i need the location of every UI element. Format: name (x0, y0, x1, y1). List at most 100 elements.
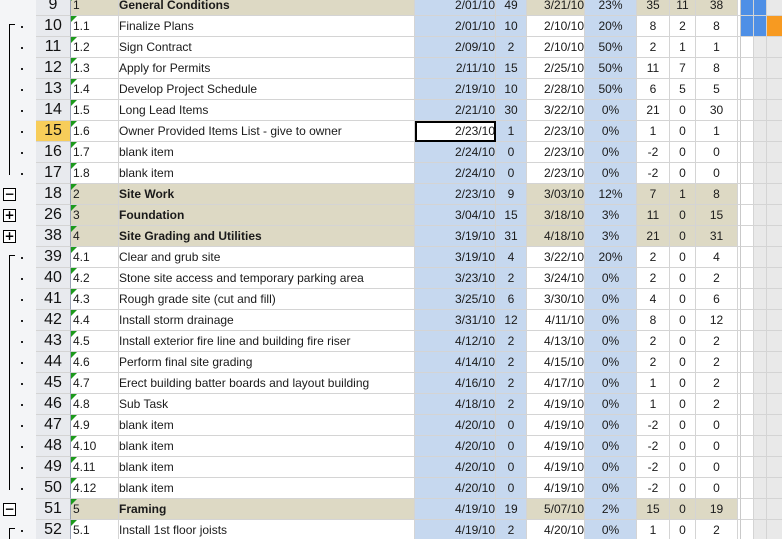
table-row[interactable]: 47 4.9 blank item 4/20/10 0 4/19/10 0% -2 0 0 (36, 415, 782, 436)
row-header[interactable]: 47 (36, 415, 71, 436)
table-row[interactable]: 51 5 Framing 4/19/10 19 5/07/10 2% 15 0 19 (36, 499, 782, 520)
finish-date-cell[interactable]: 2/23/10 (527, 121, 585, 142)
duration-cell[interactable]: 10 (496, 16, 527, 37)
duration-cell[interactable]: 2 (496, 352, 527, 373)
percent-complete-cell[interactable]: 3% (585, 226, 637, 247)
days-total-cell[interactable]: 1 (696, 37, 738, 58)
days-done-cell[interactable]: 0 (670, 310, 696, 331)
gantt-bar[interactable] (754, 16, 767, 37)
duration-cell[interactable]: 4 (496, 247, 527, 268)
task-name-cell[interactable]: Install 1st floor joists (119, 520, 415, 539)
duration-cell[interactable]: 0 (496, 457, 527, 478)
gantt-day-cell[interactable] (767, 226, 782, 247)
gantt-day-cell[interactable] (767, 289, 782, 310)
row-header[interactable]: 39 (36, 247, 71, 268)
gantt-day-cell[interactable] (741, 415, 754, 436)
gantt-day-cell[interactable] (754, 58, 767, 79)
table-row[interactable]: 48 4.10 blank item 4/20/10 0 4/19/10 0% -2 0 0 (36, 436, 782, 457)
row-header[interactable]: 38 (36, 226, 71, 247)
start-date-cell[interactable]: 2/01/10 (415, 0, 496, 16)
start-date-cell[interactable]: 4/12/10 (415, 331, 496, 352)
work-days-cell[interactable]: 2 (637, 331, 670, 352)
percent-complete-cell[interactable]: 0% (585, 415, 637, 436)
gantt-day-cell[interactable] (754, 415, 767, 436)
work-days-cell[interactable]: 1 (637, 121, 670, 142)
row-header[interactable]: 12 (36, 58, 71, 79)
gantt-day-cell[interactable] (754, 331, 767, 352)
duration-cell[interactable]: 0 (496, 142, 527, 163)
task-id-cell[interactable]: 1.7 (71, 142, 119, 163)
percent-complete-cell[interactable]: 0% (585, 478, 637, 499)
task-id-cell[interactable]: 4.9 (71, 415, 119, 436)
days-done-cell[interactable]: 1 (670, 184, 696, 205)
finish-date-cell[interactable]: 4/18/10 (527, 226, 585, 247)
gantt-day-cell[interactable] (741, 457, 754, 478)
finish-date-cell[interactable]: 3/30/10 (527, 289, 585, 310)
gantt-day-cell[interactable] (767, 205, 782, 226)
gantt-day-cell[interactable] (754, 394, 767, 415)
work-days-cell[interactable]: 2 (637, 268, 670, 289)
row-header[interactable]: 48 (36, 436, 71, 457)
duration-cell[interactable]: 12 (496, 310, 527, 331)
percent-complete-cell[interactable]: 3% (585, 205, 637, 226)
row-header[interactable]: 49 (36, 457, 71, 478)
gantt-day-cell[interactable] (754, 37, 767, 58)
table-row[interactable]: 13 1.4 Develop Project Schedule 2/19/10 10 2/… (36, 79, 782, 100)
gantt-day-cell[interactable] (741, 142, 754, 163)
gantt-day-cell[interactable] (754, 478, 767, 499)
gantt-day-cell[interactable] (767, 0, 782, 16)
duration-cell[interactable]: 2 (496, 373, 527, 394)
gantt-day-cell[interactable] (754, 373, 767, 394)
gantt-day-cell[interactable] (741, 163, 754, 184)
gantt-day-cell[interactable] (767, 352, 782, 373)
duration-cell[interactable]: 19 (496, 499, 527, 520)
task-name-cell[interactable]: General Conditions (119, 0, 415, 16)
gantt-day-cell[interactable] (754, 205, 767, 226)
days-done-cell[interactable]: 7 (670, 58, 696, 79)
finish-date-cell[interactable]: 4/13/10 (527, 331, 585, 352)
days-done-cell[interactable]: 2 (670, 16, 696, 37)
row-header[interactable]: 17 (36, 163, 71, 184)
gantt-day-cell[interactable] (767, 37, 782, 58)
row-header[interactable]: 42 (36, 310, 71, 331)
days-done-cell[interactable]: 0 (670, 247, 696, 268)
gantt-day-cell[interactable] (741, 268, 754, 289)
start-date-cell[interactable]: 4/20/10 (415, 478, 496, 499)
table-row[interactable]: 17 1.8 blank item 2/24/10 0 2/23/10 0% -2 0 0 (36, 163, 782, 184)
gantt-day-cell[interactable] (741, 121, 754, 142)
days-total-cell[interactable]: 2 (696, 520, 738, 539)
days-total-cell[interactable]: 0 (696, 415, 738, 436)
duration-cell[interactable]: 10 (496, 79, 527, 100)
row-header[interactable]: 10 (36, 16, 71, 37)
gantt-day-cell[interactable] (767, 268, 782, 289)
gantt-day-cell[interactable] (741, 226, 754, 247)
start-date-cell[interactable]: 4/14/10 (415, 352, 496, 373)
duration-cell[interactable]: 2 (496, 394, 527, 415)
table-row[interactable]: 16 1.7 blank item 2/24/10 0 2/23/10 0% -2 0 0 (36, 142, 782, 163)
task-id-cell[interactable]: 4.6 (71, 352, 119, 373)
gantt-day-cell[interactable] (767, 415, 782, 436)
days-done-cell[interactable]: 5 (670, 79, 696, 100)
work-days-cell[interactable]: 1 (637, 373, 670, 394)
table-row[interactable]: 42 4.4 Install storm drainage 3/31/10 12 4/11… (36, 310, 782, 331)
expand-group-button[interactable]: + (3, 208, 16, 222)
finish-date-cell[interactable]: 2/23/10 (527, 163, 585, 184)
gantt-day-cell[interactable] (741, 184, 754, 205)
days-done-cell[interactable]: 0 (670, 226, 696, 247)
gantt-day-cell[interactable] (741, 394, 754, 415)
work-days-cell[interactable]: 15 (637, 499, 670, 520)
percent-complete-cell[interactable]: 50% (585, 58, 637, 79)
percent-complete-cell[interactable]: 50% (585, 37, 637, 58)
finish-date-cell[interactable]: 2/10/10 (527, 16, 585, 37)
task-name-cell[interactable]: Owner Provided Items List - give to owne… (119, 121, 415, 142)
gantt-day-cell[interactable] (741, 100, 754, 121)
finish-date-cell[interactable]: 4/11/10 (527, 310, 585, 331)
gantt-day-cell[interactable] (767, 310, 782, 331)
gantt-day-cell[interactable] (767, 373, 782, 394)
duration-cell[interactable]: 0 (496, 415, 527, 436)
percent-complete-cell[interactable]: 12% (585, 184, 637, 205)
days-total-cell[interactable]: 31 (696, 226, 738, 247)
row-header[interactable]: 9 (36, 0, 71, 16)
row-header[interactable]: 13 (36, 79, 71, 100)
start-date-cell[interactable]: 4/18/10 (415, 394, 496, 415)
